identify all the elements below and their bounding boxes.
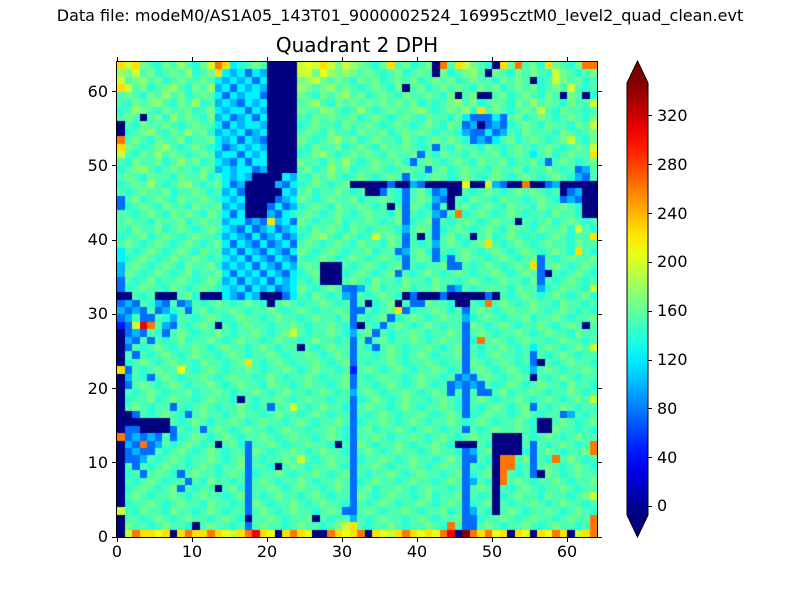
x-tick-label: 0 (111, 542, 123, 561)
x-tick-mark-top (566, 57, 568, 61)
colorbar-tick-label: 320 (657, 105, 688, 125)
colorbar-tick-label: 120 (657, 350, 688, 370)
y-tick-mark (112, 165, 116, 167)
x-tick-mark (191, 538, 193, 542)
x-tick-mark (566, 538, 568, 542)
colorbar-tick-label: 280 (657, 154, 688, 174)
y-tick-mark-right (598, 536, 602, 538)
heatmap-canvas (117, 62, 597, 537)
colorbar-gradient (626, 59, 649, 539)
y-tick-label: 0 (97, 527, 108, 546)
colorbar-tick-label: 240 (657, 203, 688, 223)
x-tick-label: 60 (556, 542, 578, 561)
colorbar-tick-label: 80 (657, 398, 678, 418)
y-tick-mark-right (598, 165, 602, 167)
colorbar-tick-mark (648, 457, 652, 459)
colorbar (625, 59, 650, 539)
colorbar-tick-mark (648, 505, 652, 507)
y-tick-mark (112, 239, 116, 241)
colorbar-tick-label: 200 (657, 252, 688, 272)
y-tick-mark (112, 462, 116, 464)
x-tick-mark-top (191, 57, 193, 61)
x-tick-mark-top (416, 57, 418, 61)
x-tick-mark (491, 538, 493, 542)
x-tick-label: 30 (331, 542, 353, 561)
y-tick-mark-right (598, 91, 602, 93)
y-tick-mark (112, 91, 116, 93)
y-tick-mark-right (598, 313, 602, 315)
colorbar-tick-mark (648, 310, 652, 312)
colorbar-tick-mark (648, 115, 652, 117)
y-tick-mark-right (598, 388, 602, 390)
y-tick-label: 50 (87, 155, 108, 175)
x-tick-mark-top (491, 57, 493, 61)
x-tick-mark-top (341, 57, 343, 61)
data-file-label: Data file: modeM0/AS1A05_143T01_90000025… (56, 6, 744, 25)
y-tick-mark-right (598, 462, 602, 464)
x-tick-label: 50 (481, 542, 503, 561)
x-tick-mark-top (116, 57, 118, 61)
colorbar-tick-mark (648, 408, 652, 410)
plot-title: Quadrant 2 DPH (275, 33, 439, 57)
y-tick-mark-right (598, 239, 602, 241)
x-tick-mark (341, 538, 343, 542)
colorbar-tick-label: 40 (657, 447, 678, 467)
y-tick-label: 10 (87, 452, 108, 472)
x-tick-mark (116, 538, 118, 542)
colorbar-tick-mark (648, 261, 652, 263)
x-tick-label: 10 (181, 542, 203, 561)
y-tick-mark (112, 313, 116, 315)
x-tick-mark-top (266, 57, 268, 61)
colorbar-tick-mark (648, 164, 652, 166)
x-tick-mark (266, 538, 268, 542)
x-tick-label: 20 (256, 542, 278, 561)
y-tick-mark (112, 388, 116, 390)
colorbar-tick-mark (648, 359, 652, 361)
x-tick-label: 40 (406, 542, 428, 561)
heatmap-axes (116, 61, 598, 538)
colorbar-tick-label: 160 (657, 301, 688, 321)
x-tick-mark (416, 538, 418, 542)
y-tick-label: 20 (87, 378, 108, 398)
y-tick-label: 40 (87, 230, 108, 250)
colorbar-outline (626, 59, 649, 539)
y-tick-label: 60 (87, 81, 108, 101)
y-tick-mark (112, 536, 116, 538)
colorbar-tick-mark (648, 213, 652, 215)
y-tick-label: 30 (87, 304, 108, 324)
colorbar-tick-label: 0 (657, 496, 668, 516)
